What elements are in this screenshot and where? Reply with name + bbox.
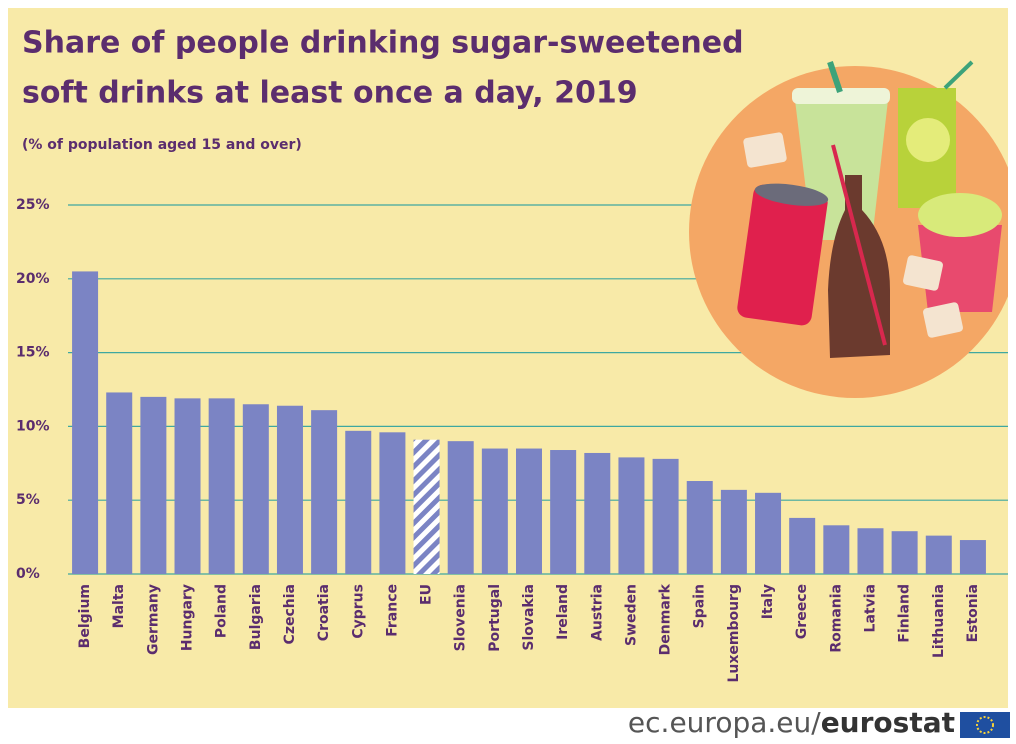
- bar: [311, 410, 338, 574]
- chart-title: soft drinks at least once a day, 2019: [22, 76, 638, 111]
- bar: [379, 432, 406, 574]
- bar: [140, 396, 167, 574]
- source-domain: ec.europa.eu/: [628, 706, 821, 739]
- bar: [447, 441, 474, 574]
- x-tick-label: Denmark: [658, 583, 674, 655]
- bar: [686, 481, 713, 574]
- chart-subtitle: (% of population aged 15 and over): [22, 137, 302, 153]
- x-tick-label: Italy: [760, 584, 776, 619]
- bar: [857, 528, 884, 574]
- x-tick-label: Bulgaria: [248, 584, 264, 650]
- x-tick-label: Malta: [111, 584, 127, 628]
- bar: [652, 458, 679, 574]
- eu-flag: [960, 712, 1010, 738]
- x-tick-label: Belgium: [77, 584, 93, 648]
- bar: [276, 405, 303, 574]
- bar: [720, 489, 747, 574]
- bar: [106, 392, 133, 574]
- bar: [174, 398, 201, 574]
- bar: [481, 448, 508, 574]
- bar: [516, 448, 542, 574]
- bar: [618, 457, 645, 574]
- y-tick-label: 20%: [16, 271, 50, 287]
- bar: [413, 439, 440, 574]
- bar: [208, 398, 235, 574]
- x-tick-label: Estonia: [965, 584, 981, 642]
- x-tick-label: Sweden: [623, 584, 639, 646]
- bar: [345, 430, 372, 574]
- y-tick-label: 0%: [16, 566, 40, 582]
- x-tick-label: Latvia: [862, 584, 878, 632]
- x-tick-label: Luxembourg: [726, 584, 742, 683]
- x-tick-label: Slovenia: [453, 584, 469, 651]
- x-tick-label: Lithuania: [931, 584, 947, 658]
- y-tick-label: 25%: [16, 197, 50, 213]
- x-tick-label: Portugal: [487, 584, 503, 652]
- chart-title: Share of people drinking sugar-sweetened: [22, 26, 744, 61]
- bar: [550, 450, 577, 574]
- bar: [789, 517, 816, 574]
- x-tick-label: Poland: [214, 584, 230, 638]
- x-tick-label: Romania: [828, 584, 844, 653]
- x-tick-label: Czechia: [282, 584, 298, 644]
- x-tick-label: Croatia: [316, 584, 332, 641]
- x-tick-label: France: [384, 584, 400, 637]
- illustration: [689, 60, 1008, 398]
- source: ec.europa.eu/eurostat: [628, 706, 955, 739]
- x-tick-label: Cyprus: [350, 584, 366, 639]
- bar: [242, 404, 269, 574]
- eu-stars: [976, 716, 994, 734]
- x-tick-label: Spain: [692, 584, 708, 628]
- y-tick-label: 10%: [16, 418, 50, 434]
- x-tick-label: Finland: [897, 584, 913, 643]
- bar: [755, 492, 782, 574]
- bar: [823, 525, 850, 574]
- y-tick-label: 5%: [16, 492, 40, 508]
- x-tick-label: Slovakia: [521, 584, 537, 651]
- x-tick-label: Austria: [589, 584, 605, 641]
- bar: [584, 452, 611, 574]
- y-tick-label: 15%: [16, 345, 50, 361]
- x-tick-label: Ireland: [555, 584, 571, 640]
- bar: [72, 271, 99, 574]
- x-tick-label: Germany: [145, 584, 161, 655]
- bar: [891, 531, 918, 574]
- x-tick-label: Greece: [794, 584, 810, 639]
- source-brand: eurostat: [821, 706, 955, 739]
- bar: [925, 535, 952, 574]
- x-tick-label: EU: [419, 584, 435, 605]
- x-tick-label: Hungary: [180, 584, 196, 651]
- bar: [959, 540, 986, 574]
